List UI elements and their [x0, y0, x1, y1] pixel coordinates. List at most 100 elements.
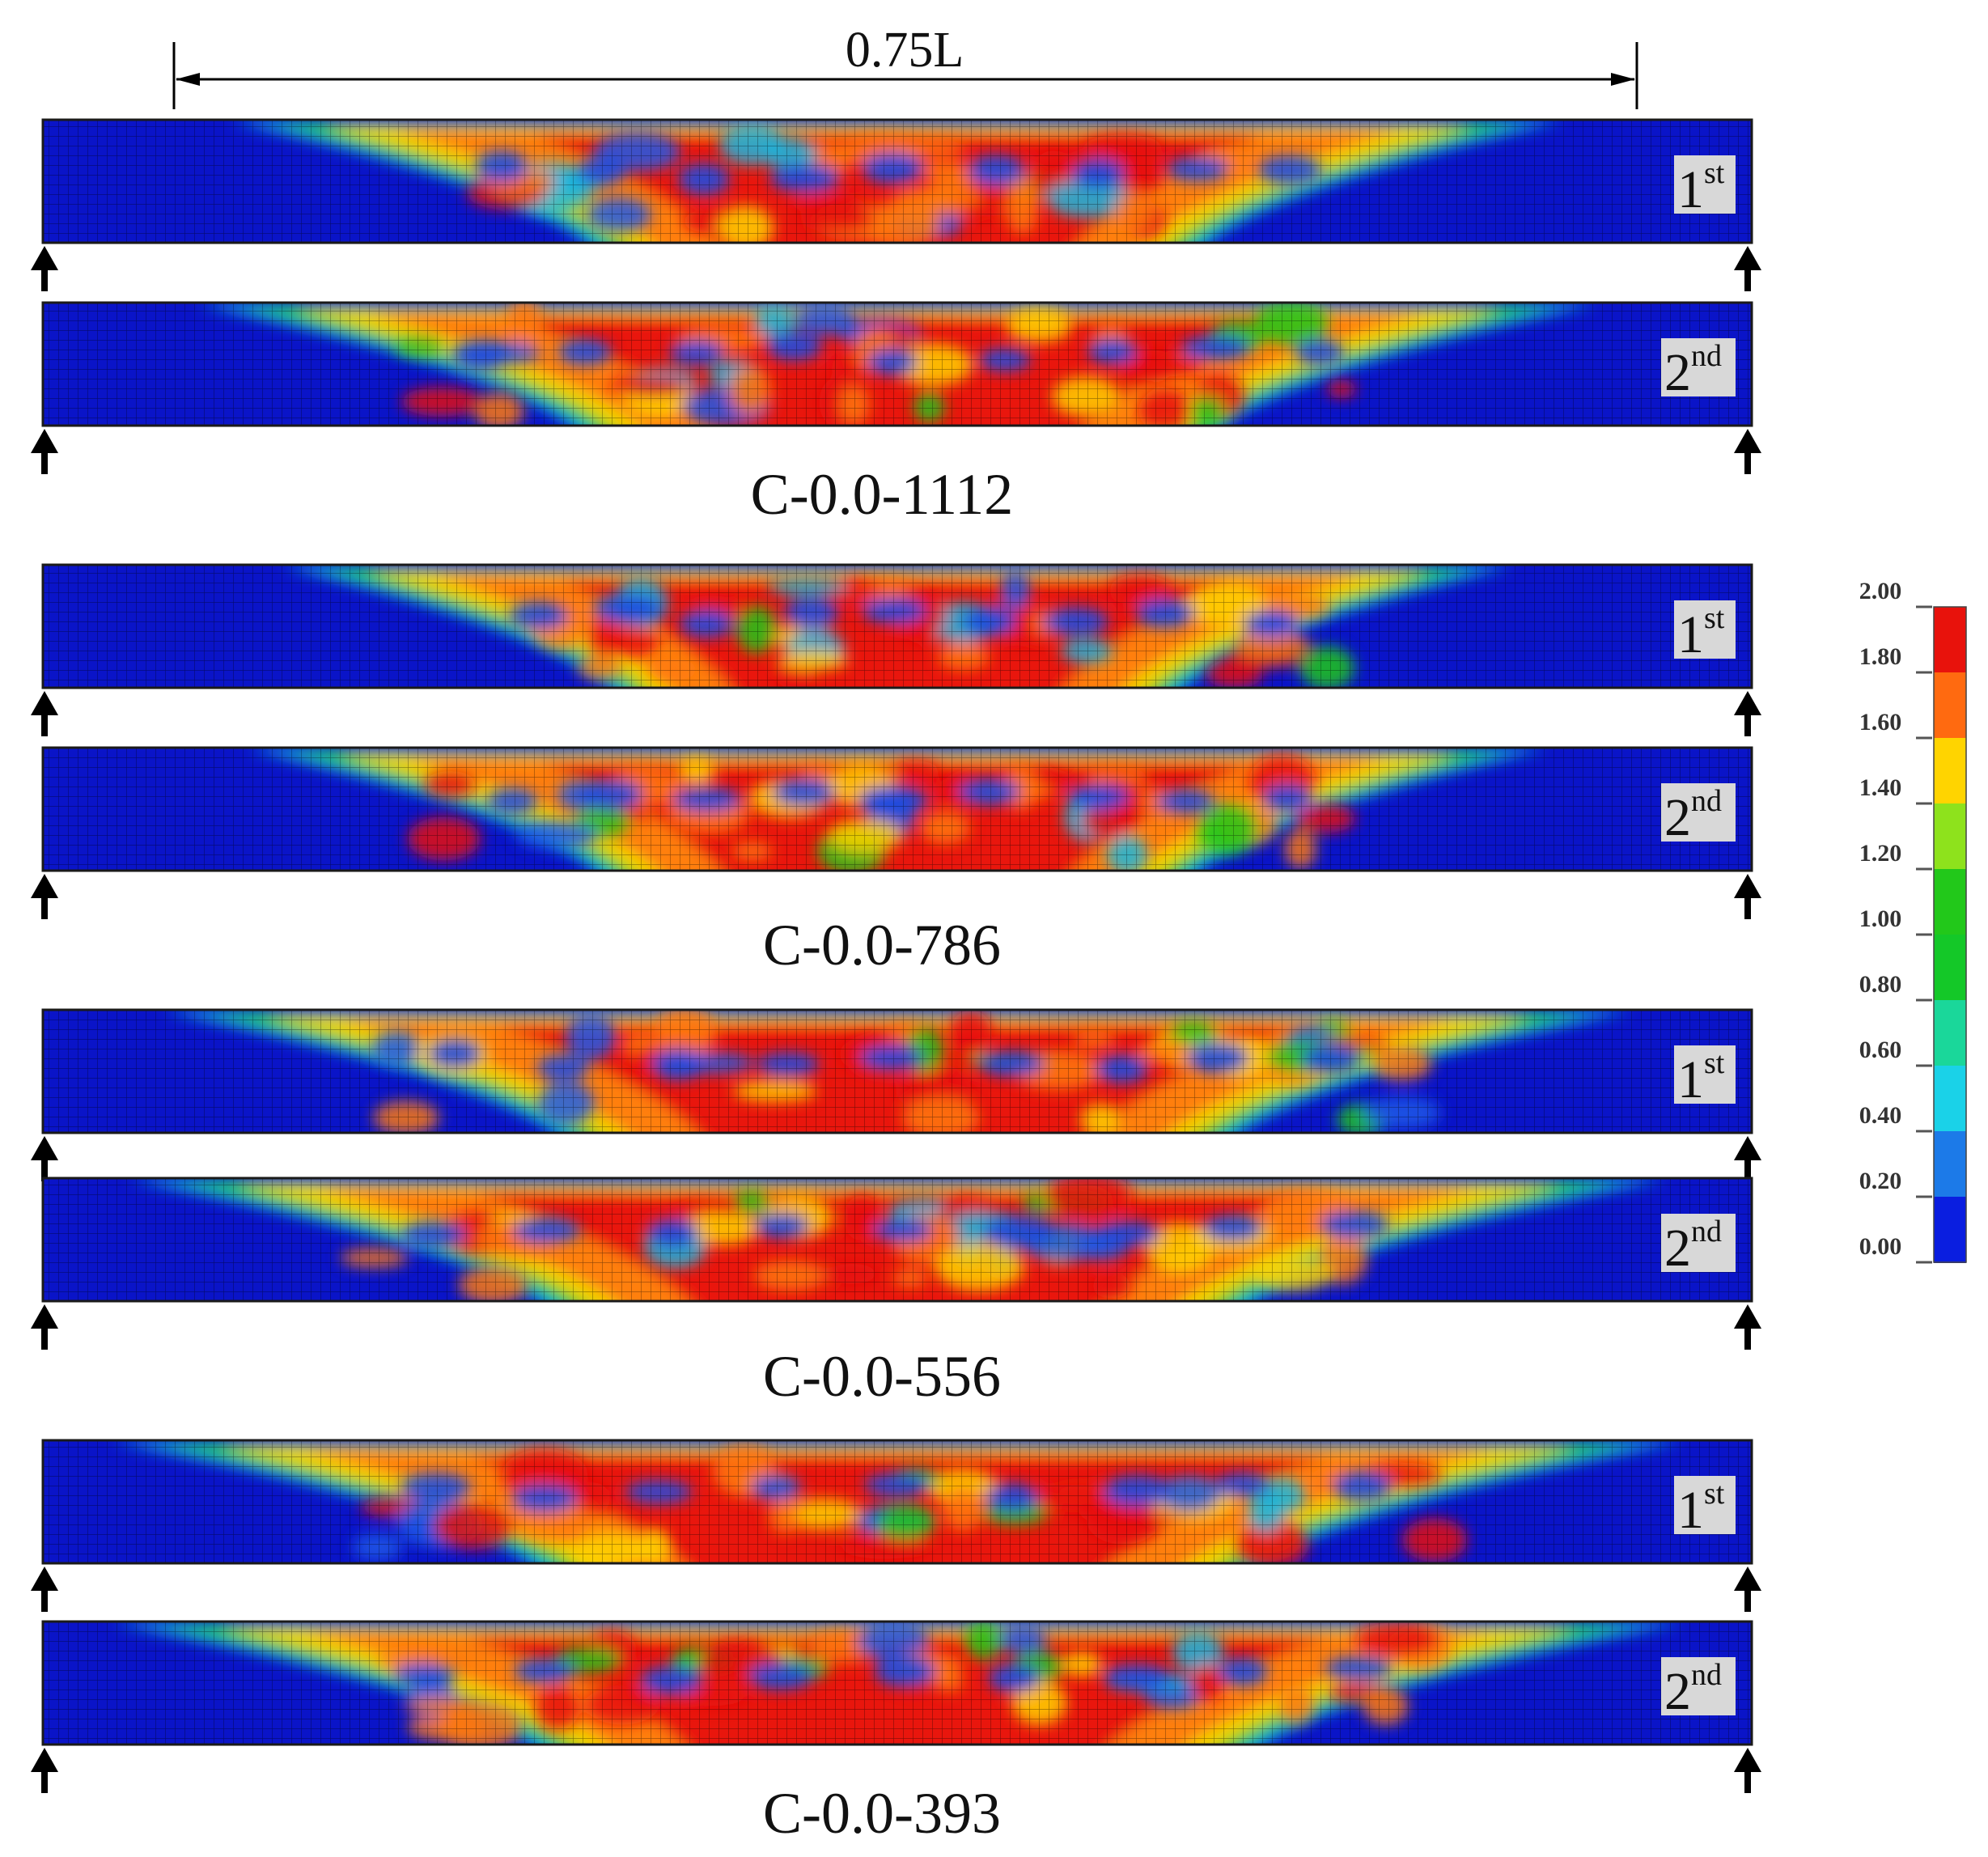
beam-ordinal-label: 2nd — [1664, 1658, 1722, 1721]
left-support-arrow — [31, 1567, 58, 1612]
beam-ordinal-label: 2nd — [1664, 1215, 1722, 1278]
beam-ordinal-label: 2nd — [1664, 339, 1722, 402]
beam-ordinal-label: 1st — [1677, 601, 1725, 664]
group-label-c-0.0-786: C-0.0-786 — [763, 913, 1001, 977]
beam-outline — [41, 1620, 1753, 1746]
beam-ordinal-suffix: st — [1704, 601, 1725, 635]
right-support-arrow — [1734, 1136, 1761, 1181]
stress-contour — [43, 1622, 1752, 1745]
colorbar-tick-label: 1.40 — [1859, 774, 1902, 801]
beam-outline — [41, 118, 1753, 244]
colorbar-tick-label: 2.00 — [1859, 578, 1902, 604]
beam-ordinal-box — [1674, 1045, 1736, 1104]
right-support-arrow — [1734, 1567, 1761, 1612]
fe-mesh — [43, 1622, 1752, 1745]
colorbar-segment — [1934, 738, 1966, 804]
right-support-arrow — [1734, 874, 1761, 919]
beam-ordinal-box — [1661, 1657, 1736, 1715]
beam-outline — [41, 1439, 1753, 1565]
beam-panel-2-2: 2nd — [31, 746, 1761, 919]
beam-outline — [41, 301, 1753, 427]
beam-panel-1-2: 2nd — [31, 301, 1761, 474]
beam-ordinal-suffix: st — [1704, 1046, 1725, 1080]
beam-ordinal-label: 2nd — [1664, 784, 1722, 847]
stress-contour — [43, 1010, 1752, 1133]
colorbar-tick-label: 1.00 — [1859, 905, 1902, 932]
beam-ordinal-suffix: st — [1704, 1477, 1725, 1511]
dimension-annotation: 0.75L — [172, 23, 1638, 109]
colorbar-tick-label: 1.80 — [1859, 643, 1902, 670]
colorbar-segment — [1934, 803, 1966, 870]
beam-ordinal-number: 2 — [1664, 788, 1691, 847]
colorbar-tick-label: 0.20 — [1859, 1168, 1902, 1194]
beam-ordinal-suffix: nd — [1691, 339, 1722, 373]
beam-ordinal-box — [1674, 155, 1736, 214]
beam-ordinal-label: 1st — [1677, 1477, 1725, 1540]
beam-ordinal-box — [1674, 600, 1736, 659]
beam-panel-2-1: 1st — [31, 563, 1761, 736]
beam-ordinal-number: 2 — [1664, 1219, 1691, 1278]
fe-mesh — [43, 1010, 1752, 1133]
left-support-arrow — [31, 691, 58, 736]
colorbar-tick-label: 1.20 — [1859, 840, 1902, 867]
beam-panel-1-1: 1st — [31, 118, 1761, 291]
fe-mesh — [43, 1440, 1752, 1563]
beam-panel-4-1: 1st — [31, 1439, 1761, 1612]
group-label-c-0.0-556: C-0.0-556 — [763, 1344, 1001, 1409]
beam-ordinal-label: 1st — [1677, 1046, 1725, 1109]
right-support-arrow — [1734, 691, 1761, 736]
colorbar-segment — [1934, 1197, 1966, 1263]
stress-contour — [43, 1178, 1752, 1301]
colorbar-tick-label: 0.40 — [1859, 1102, 1902, 1129]
beam-ordinal-number: 1 — [1677, 1481, 1704, 1540]
colorbar-tick-label: 0.60 — [1859, 1037, 1902, 1063]
beam-outline — [41, 1008, 1753, 1134]
beam-ordinal-number: 2 — [1664, 343, 1691, 402]
colorbar-tick-label: 0.80 — [1859, 971, 1902, 998]
group-labels: C-0.0-1112 C-0.0-786 C-0.0-556 C-0.0-393 — [751, 462, 1014, 1846]
right-support-arrow — [1734, 1748, 1761, 1793]
colorbar-segment — [1934, 1066, 1966, 1132]
beam-ordinal-number: 1 — [1677, 160, 1704, 219]
colorbar-segment — [1934, 607, 1966, 673]
left-support-arrow — [31, 246, 58, 291]
beam-ordinal-number: 2 — [1664, 1662, 1691, 1721]
beam-ordinal-suffix: st — [1704, 156, 1725, 190]
stress-contour — [43, 565, 1752, 688]
left-support-arrow — [31, 874, 58, 919]
beam-panel-3-2: 2nd — [31, 1177, 1761, 1350]
left-support-arrow — [31, 1748, 58, 1793]
colorbar-legend: 2.00 1.80 1.60 1.40 1.20 1.00 0.80 0.60 0.40 0.20… — [1859, 578, 1967, 1264]
right-support-arrow — [1734, 246, 1761, 291]
colorbar-segment — [1934, 1131, 1966, 1198]
fe-mesh — [43, 303, 1752, 426]
beam-ordinal-box — [1661, 1214, 1736, 1272]
beam-outline — [41, 746, 1753, 872]
colorbar-segment — [1934, 869, 1966, 935]
right-support-arrow — [1734, 429, 1761, 474]
beam-ordinal-box — [1661, 783, 1736, 842]
beam-ordinal-number: 1 — [1677, 1050, 1704, 1109]
left-support-arrow — [31, 1136, 58, 1181]
left-support-arrow — [31, 429, 58, 474]
beam-ordinal-box — [1661, 338, 1736, 396]
dimension-label: 0.75L — [846, 23, 964, 78]
beam-ordinal-label: 1st — [1677, 156, 1725, 219]
stress-contour — [43, 120, 1752, 243]
colorbar-tick-label: 0.00 — [1859, 1233, 1902, 1260]
fe-mesh — [43, 120, 1752, 243]
stress-contour — [43, 748, 1752, 871]
group-label-c-0.0-393: C-0.0-393 — [763, 1781, 1001, 1846]
beam-panel-4-2: 2nd — [31, 1620, 1761, 1793]
beam-panel-3-1: 1st — [31, 1008, 1761, 1181]
colorbar-segment — [1934, 935, 1966, 1001]
right-support-arrow — [1734, 1304, 1761, 1350]
stress-contour — [43, 303, 1752, 426]
beam-ordinal-box — [1674, 1476, 1736, 1534]
colorbar-segment — [1934, 672, 1966, 739]
colorbar-outline — [1933, 606, 1967, 1263]
fe-mesh — [43, 565, 1752, 688]
left-support-arrow — [31, 1304, 58, 1350]
